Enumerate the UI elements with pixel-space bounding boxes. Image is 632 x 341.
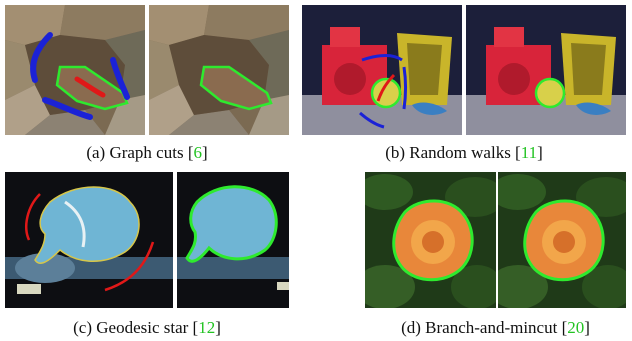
panel-a-caption: (a) Graph cuts [6] bbox=[5, 143, 289, 163]
citation-link[interactable]: 20 bbox=[567, 318, 585, 337]
panel-a-result-image bbox=[149, 5, 289, 135]
panel-b-result-image bbox=[466, 5, 626, 135]
citation-link[interactable]: 11 bbox=[520, 143, 538, 162]
citation-link[interactable]: 12 bbox=[198, 318, 216, 337]
panel-a-input-image bbox=[5, 5, 145, 135]
panel-d-caption: (d) Branch-and-mincut [20] bbox=[365, 318, 626, 338]
caption-bracket: ] bbox=[537, 143, 543, 162]
caption-bracket: ] bbox=[201, 143, 208, 162]
panel-c-input-image bbox=[5, 172, 173, 308]
panel-b-caption: (b) Random walks [11] bbox=[302, 143, 626, 163]
panel-b-input-image bbox=[302, 5, 462, 135]
caption-bracket: ] bbox=[584, 318, 590, 337]
caption-text: (a) Graph cuts [ bbox=[86, 143, 194, 162]
panel-d-result-image bbox=[498, 172, 626, 308]
caption-text: (b) Random walks [ bbox=[385, 143, 521, 162]
caption-text: (c) Geodesic star [ bbox=[73, 318, 199, 337]
panel-c-result-image bbox=[177, 172, 289, 308]
panel-c-caption: (c) Geodesic star [12] bbox=[5, 318, 289, 338]
caption-bracket: ] bbox=[215, 318, 221, 337]
panel-d-input-image bbox=[365, 172, 496, 308]
caption-text: (d) Branch-and-mincut [ bbox=[401, 318, 568, 337]
citation-link[interactable]: 6 bbox=[193, 143, 202, 162]
